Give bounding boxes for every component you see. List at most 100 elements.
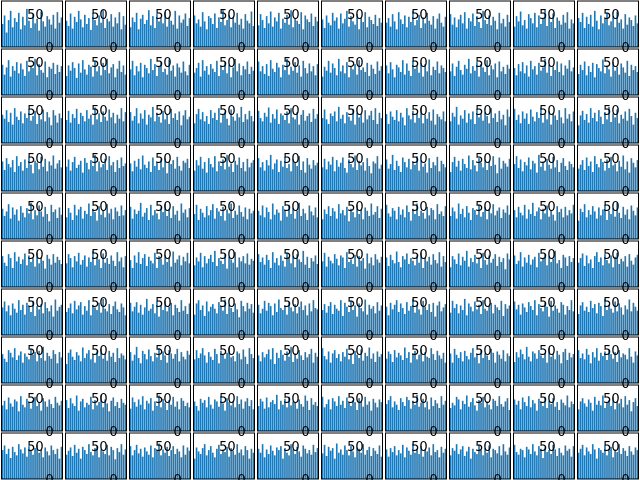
bar bbox=[58, 22, 61, 47]
bar bbox=[92, 124, 94, 143]
ytick-label-50: 50 bbox=[91, 248, 108, 263]
bar bbox=[288, 123, 290, 143]
bar bbox=[362, 219, 364, 239]
panel-5-6: 500 bbox=[321, 192, 383, 248]
bar bbox=[96, 71, 98, 95]
bar bbox=[612, 358, 614, 383]
bar bbox=[32, 173, 34, 191]
bar bbox=[562, 75, 565, 95]
ytick-label-50: 50 bbox=[411, 440, 428, 455]
bar bbox=[36, 306, 38, 335]
bar bbox=[455, 27, 458, 47]
bar bbox=[67, 25, 70, 47]
bar bbox=[430, 397, 433, 431]
bar bbox=[370, 257, 373, 287]
bar bbox=[52, 316, 55, 335]
bar bbox=[352, 108, 354, 143]
ytick-label-50: 50 bbox=[219, 296, 236, 311]
bar bbox=[380, 208, 383, 239]
bar bbox=[139, 304, 142, 335]
bar bbox=[203, 21, 206, 47]
bar bbox=[86, 162, 88, 191]
bar bbox=[321, 19, 324, 47]
bar bbox=[604, 351, 606, 383]
bar bbox=[502, 114, 505, 143]
bar bbox=[488, 255, 490, 287]
bar bbox=[356, 447, 358, 479]
bar bbox=[9, 76, 12, 95]
bar bbox=[502, 258, 505, 287]
bar bbox=[290, 214, 292, 239]
bar bbox=[1, 405, 4, 431]
bar bbox=[564, 257, 567, 287]
bar bbox=[98, 402, 100, 431]
bar bbox=[84, 358, 86, 383]
bar bbox=[397, 409, 400, 431]
bar bbox=[298, 451, 300, 479]
bar bbox=[548, 256, 550, 287]
bar bbox=[600, 15, 602, 48]
bar bbox=[546, 25, 548, 47]
bar bbox=[50, 358, 53, 383]
bar bbox=[308, 409, 311, 431]
bar bbox=[172, 396, 175, 431]
bar bbox=[519, 448, 522, 479]
bar bbox=[172, 446, 175, 479]
bar bbox=[634, 257, 637, 287]
bar bbox=[234, 407, 236, 431]
bar bbox=[182, 445, 185, 479]
bar bbox=[488, 123, 490, 143]
bar bbox=[135, 66, 138, 95]
bar bbox=[267, 75, 270, 95]
bar bbox=[494, 164, 497, 191]
bar bbox=[564, 65, 567, 95]
bar bbox=[468, 18, 470, 47]
bar bbox=[156, 450, 158, 479]
bar bbox=[22, 212, 24, 239]
bar bbox=[548, 64, 550, 95]
bar bbox=[50, 305, 53, 335]
bar bbox=[176, 63, 179, 95]
bar bbox=[600, 215, 602, 239]
bar bbox=[209, 446, 212, 479]
bar bbox=[152, 106, 154, 143]
bar bbox=[172, 358, 175, 383]
bar bbox=[579, 164, 582, 191]
bar bbox=[40, 358, 42, 383]
bar bbox=[263, 357, 266, 383]
bar bbox=[451, 402, 454, 431]
bar bbox=[612, 16, 614, 47]
bar bbox=[348, 116, 350, 143]
bar bbox=[250, 354, 253, 383]
bar bbox=[209, 254, 212, 287]
panel-10-3: 500 bbox=[129, 432, 191, 480]
bar bbox=[335, 258, 338, 287]
bar bbox=[486, 219, 488, 239]
bar bbox=[240, 18, 243, 47]
bar bbox=[387, 123, 390, 143]
bar bbox=[316, 64, 319, 95]
bar bbox=[209, 306, 212, 335]
bar bbox=[84, 121, 86, 143]
bar bbox=[98, 356, 100, 383]
bar bbox=[362, 162, 364, 191]
bar bbox=[280, 255, 282, 287]
bar bbox=[472, 111, 474, 143]
bar bbox=[271, 252, 274, 287]
bar bbox=[212, 167, 214, 191]
bar bbox=[412, 353, 414, 383]
bar bbox=[300, 456, 303, 479]
bar bbox=[122, 355, 125, 383]
bar bbox=[536, 267, 538, 287]
panel-frame bbox=[577, 384, 639, 432]
bar bbox=[203, 162, 206, 191]
bar bbox=[94, 307, 96, 335]
bar bbox=[624, 256, 627, 287]
panel-3-1: 500 bbox=[1, 96, 63, 152]
bar bbox=[286, 252, 288, 287]
bar bbox=[416, 66, 418, 95]
bar bbox=[214, 348, 216, 383]
bar bbox=[178, 361, 181, 383]
bar bbox=[56, 448, 59, 479]
bar bbox=[604, 254, 606, 287]
